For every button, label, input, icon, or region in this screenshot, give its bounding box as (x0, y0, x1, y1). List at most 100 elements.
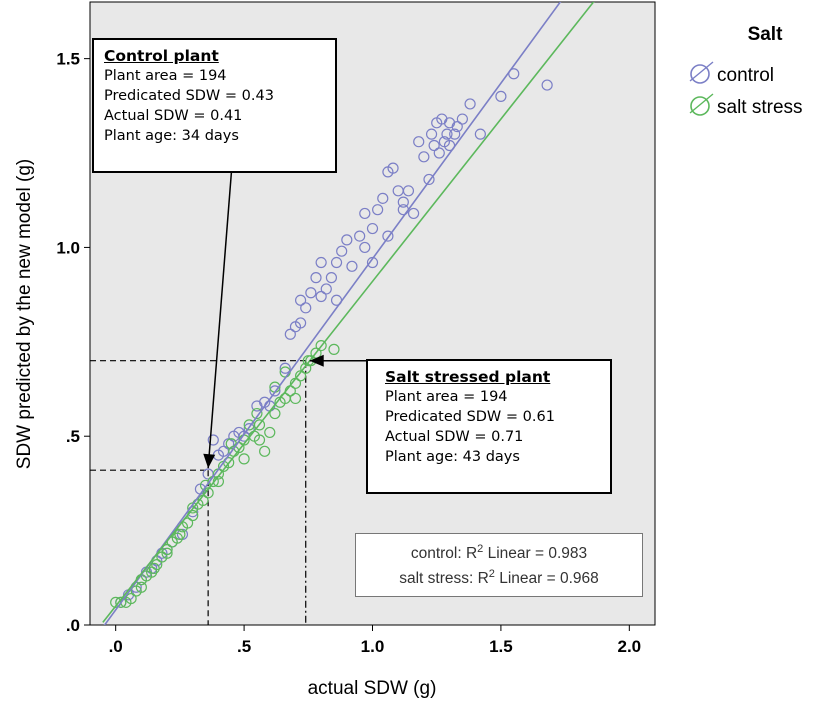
control-point (207, 434, 219, 446)
data-points (110, 68, 553, 608)
x-axis-title: actual SDW (g) (308, 678, 437, 699)
r-squared-box: control: R2 Linear = 0.983 salt stress: … (355, 533, 643, 597)
salt-stress-point (174, 528, 186, 540)
control-plant-actual: Actual SDW = 0.41 (104, 108, 243, 124)
r2-control: control: R2 Linear = 0.983 (410, 543, 588, 563)
salt-stress-point (148, 562, 160, 574)
control-point (300, 302, 312, 314)
salt-stress-point (264, 426, 276, 439)
control-arrow-head (203, 453, 216, 469)
control-point (443, 117, 456, 129)
salt-plant-predicted: Predicated SDW = 0.61 (385, 409, 555, 425)
salt-stress-point (289, 392, 302, 405)
control-point (346, 260, 358, 272)
legend-title: Salt (748, 24, 784, 45)
control-point (330, 256, 343, 269)
control-point (449, 128, 461, 140)
fit-lines (102, 2, 595, 625)
salt-stress-point (181, 517, 194, 529)
x-axis-ticks: .0 .5 1.0 1.5 2.0 (109, 625, 641, 656)
control-point (359, 241, 371, 254)
control-point (407, 207, 420, 220)
x-tick-label: 1.5 (489, 637, 513, 656)
control-plant-callout: Control plant Plant area = 194 Predicate… (92, 38, 337, 173)
control-point (366, 222, 379, 235)
control-point (243, 423, 255, 435)
salt-plant-actual: Actual SDW = 0.71 (385, 429, 524, 445)
y-axis-title: SDW predicted by the new model (g) (14, 159, 35, 469)
control-point (464, 98, 476, 110)
legend-control-marker (690, 64, 710, 84)
control-point (541, 79, 553, 91)
control-fit-line (103, 2, 562, 625)
control-point (279, 362, 291, 374)
y-tick-label: .0 (66, 616, 80, 635)
control-point (359, 207, 371, 220)
control-point (294, 294, 307, 306)
control-point (425, 128, 438, 140)
control-point (315, 256, 327, 269)
control-point (433, 147, 445, 159)
salt-plant-callout: Salt stressed plant Plant area = 194 Pre… (366, 359, 612, 494)
control-point (495, 90, 507, 102)
control-point (310, 272, 322, 284)
legend-salt-label: salt stress (717, 97, 803, 118)
salt-stress-point (161, 543, 173, 556)
y-tick-label: .5 (66, 427, 80, 446)
x-tick-label: .5 (237, 637, 251, 656)
salt-stress-point (251, 407, 263, 420)
salt-stress-point (300, 362, 312, 374)
salt-stress-point (115, 596, 127, 608)
control-point (397, 196, 409, 208)
control-point (387, 162, 399, 174)
salt-stress-point (315, 339, 327, 352)
salt-stress-point (187, 502, 199, 514)
legend-salt-marker (690, 96, 710, 116)
salt-stress-point (253, 434, 266, 446)
control-arrow-shaft (207, 141, 235, 469)
salt-stress-fit-line (102, 2, 595, 623)
control-point (402, 185, 415, 197)
y-tick-label: 1.0 (56, 238, 80, 257)
y-tick-label: 1.5 (56, 50, 80, 69)
salt-stress-point (202, 487, 214, 499)
salt-plant-age: Plant age: 43 days (385, 449, 520, 465)
control-point (382, 230, 394, 242)
y-axis-ticks: .0 .5 1.0 1.5 (56, 50, 90, 635)
control-point (377, 192, 389, 204)
control-point (341, 234, 353, 246)
control-point (423, 173, 435, 186)
control-plant-predicted: Predicated SDW = 0.43 (104, 88, 274, 104)
salt-stress-point (238, 453, 250, 465)
legend: Salt control salt stress (689, 24, 803, 118)
x-tick-label: 2.0 (617, 637, 641, 656)
control-plant-heading: Control plant (104, 47, 219, 65)
salt-plant-area: Plant area = 194 (385, 389, 508, 405)
control-point (305, 287, 317, 299)
salt-stress-point (161, 547, 173, 559)
control-point (418, 151, 430, 163)
control-point (354, 230, 366, 242)
control-point (336, 245, 348, 257)
control-point (269, 385, 281, 397)
salt-stress-point (259, 445, 271, 457)
control-point (294, 317, 307, 329)
control-point (474, 128, 486, 140)
control-point (456, 113, 468, 125)
control-point (441, 128, 453, 140)
salt-stress-point (135, 581, 147, 593)
control-point (372, 204, 384, 216)
control-point (413, 136, 425, 148)
salt-stress-point (253, 419, 266, 431)
salt-plant-heading: Salt stressed plant (385, 368, 551, 386)
r2-salt: salt stress: R2 Linear = 0.968 (399, 568, 599, 588)
control-plant-age: Plant age: 34 days (104, 128, 239, 144)
legend-control-slash (689, 61, 714, 82)
guide-lines (90, 360, 307, 625)
control-point (428, 139, 440, 152)
control-plant-area: Plant area = 194 (104, 68, 227, 84)
control-point (315, 290, 327, 303)
salt-stress-point (328, 343, 340, 355)
control-point (284, 328, 296, 340)
legend-salt-slash (689, 93, 714, 114)
